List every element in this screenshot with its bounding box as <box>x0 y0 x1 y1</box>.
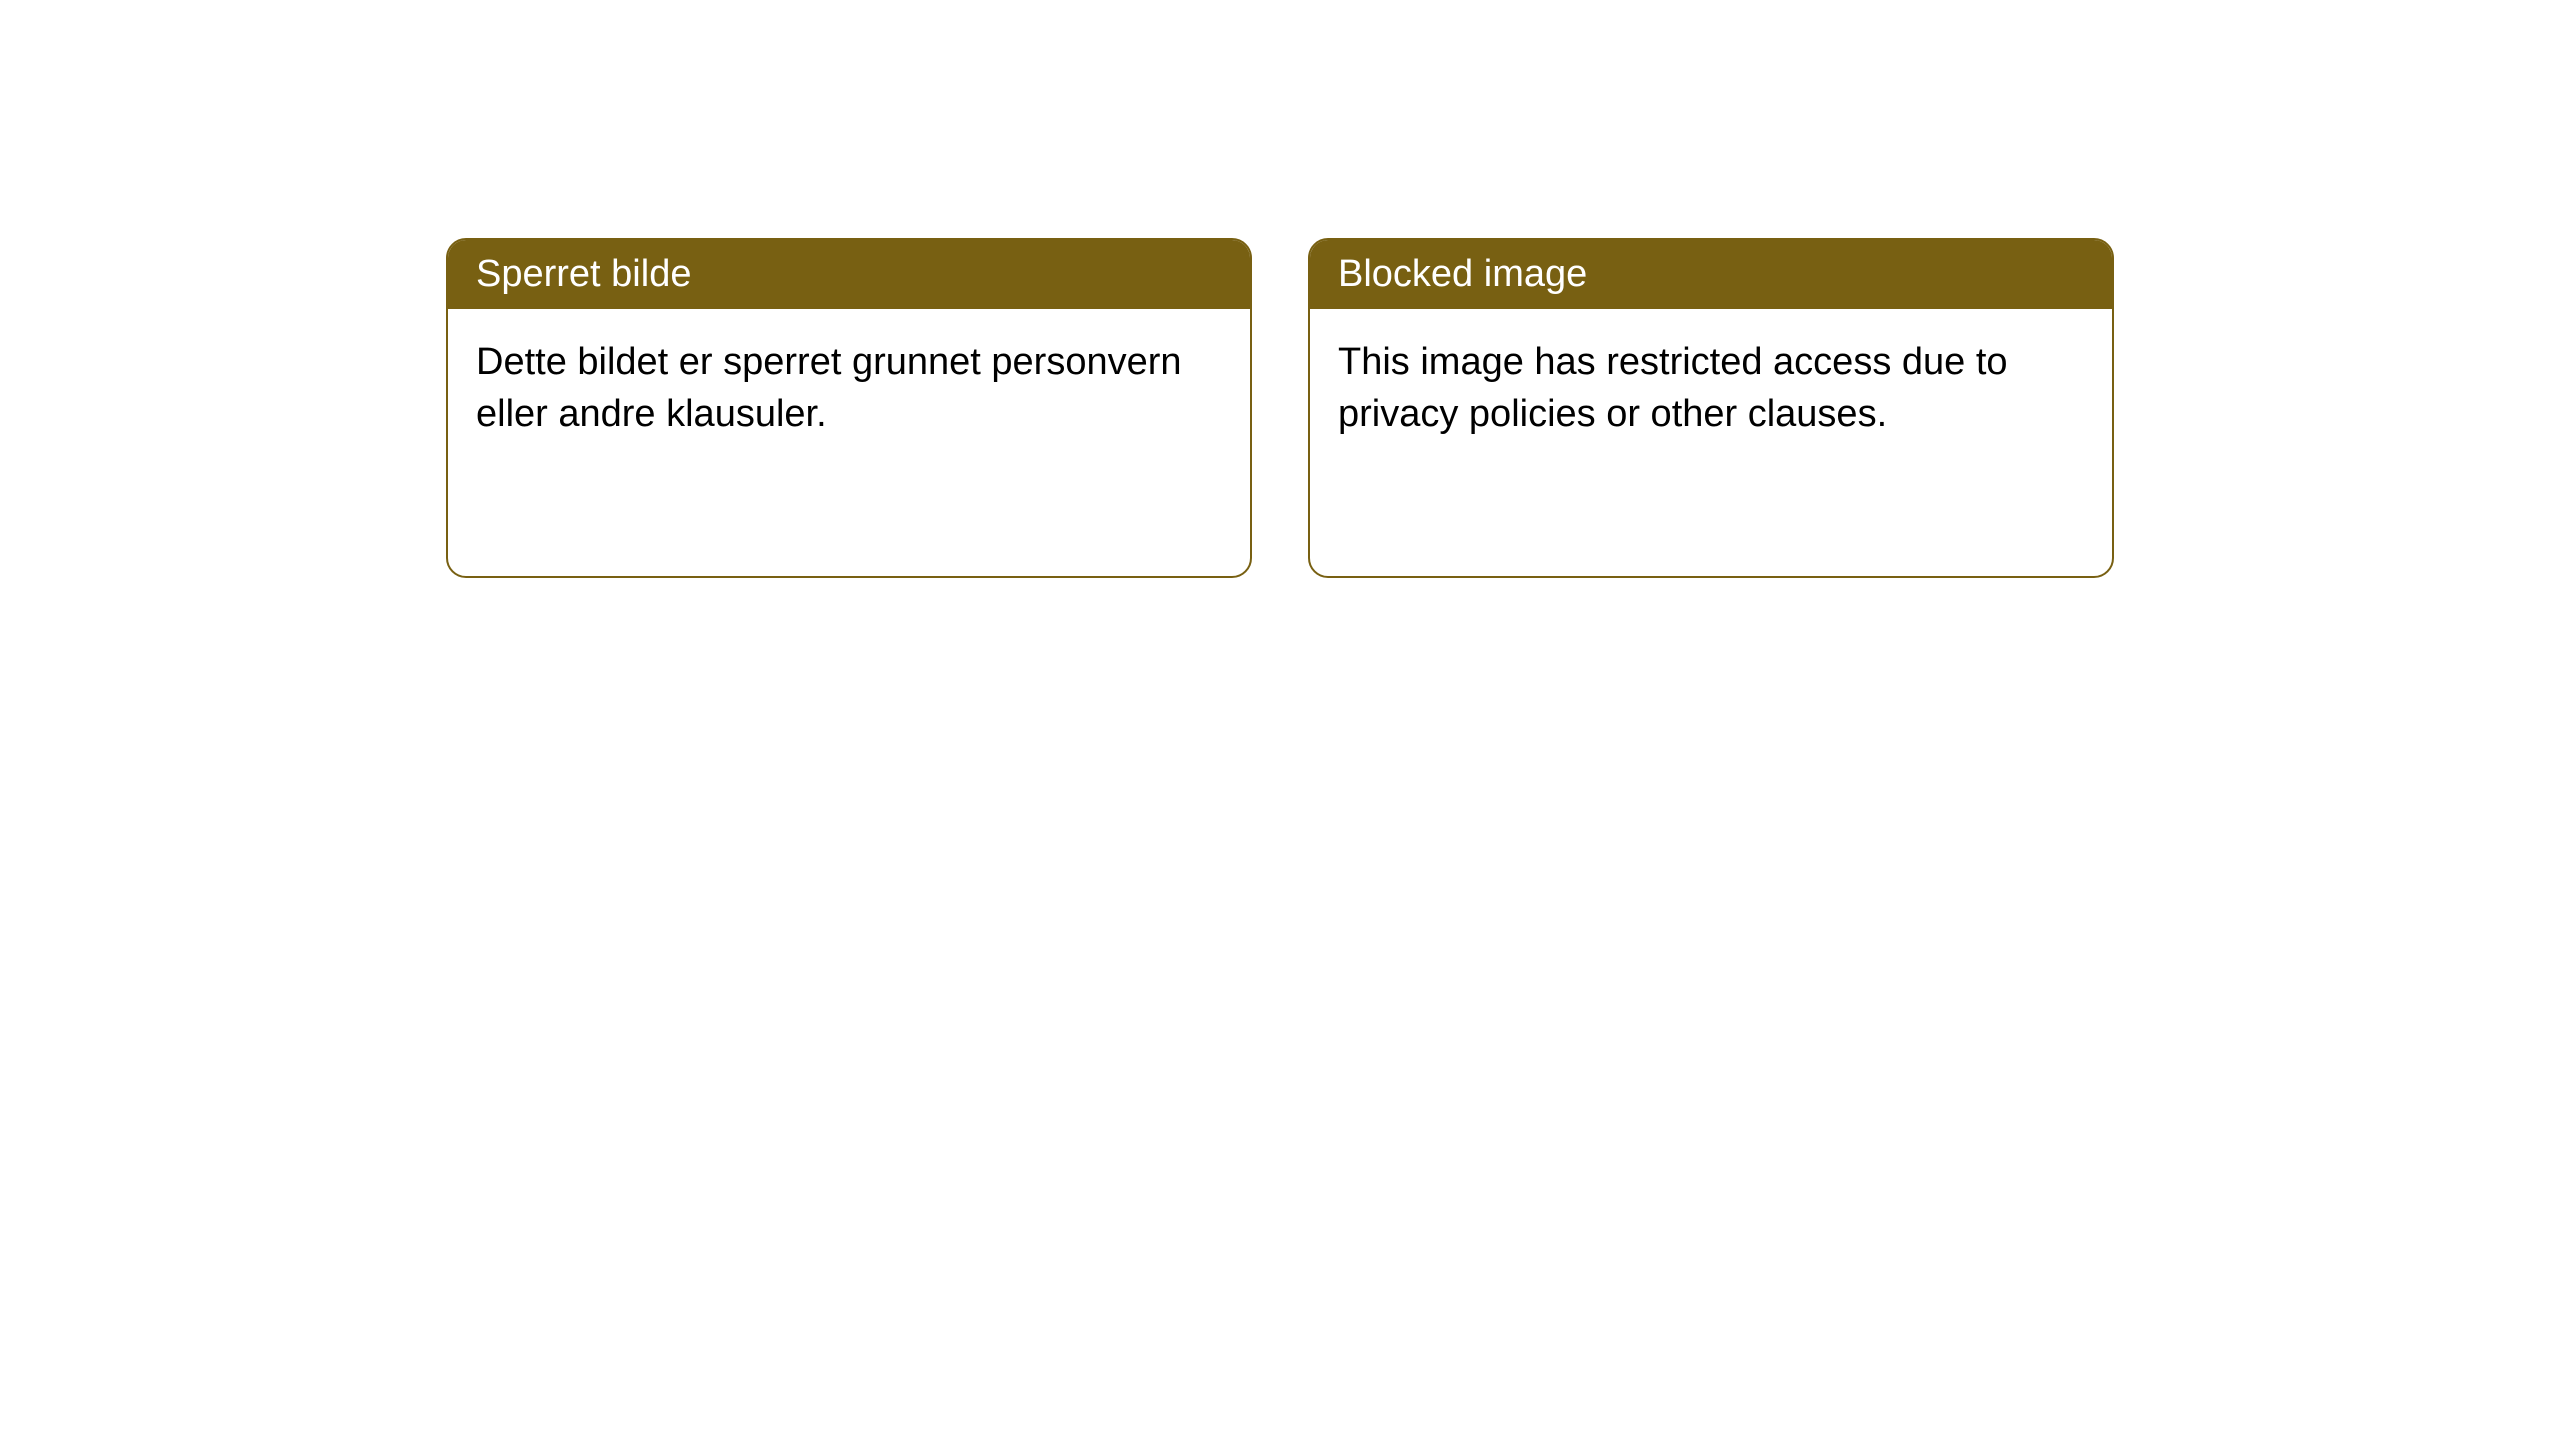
card-header-title: Blocked image <box>1338 253 1587 295</box>
card-body: Dette bildet er sperret grunnet personve… <box>448 309 1250 576</box>
card-body: This image has restricted access due to … <box>1310 309 2112 576</box>
notice-container: Sperret bilde Dette bildet er sperret gr… <box>446 238 2114 578</box>
notice-card-norwegian: Sperret bilde Dette bildet er sperret gr… <box>446 238 1252 578</box>
notice-card-english: Blocked image This image has restricted … <box>1308 238 2114 578</box>
card-header-title: Sperret bilde <box>476 253 691 295</box>
card-header: Sperret bilde <box>448 240 1250 309</box>
card-body-text: Dette bildet er sperret grunnet personve… <box>476 341 1182 434</box>
card-header: Blocked image <box>1310 240 2112 309</box>
card-body-text: This image has restricted access due to … <box>1338 341 2008 434</box>
